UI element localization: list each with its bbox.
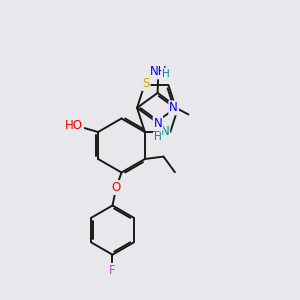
- Text: H: H: [162, 69, 170, 79]
- Text: NH: NH: [149, 65, 167, 78]
- Text: HO: HO: [65, 119, 83, 132]
- Text: O: O: [112, 181, 121, 194]
- Text: H: H: [154, 132, 162, 142]
- Text: N: N: [154, 117, 162, 130]
- Text: N: N: [169, 101, 178, 114]
- Text: N: N: [160, 125, 169, 139]
- Text: F: F: [109, 264, 116, 277]
- Text: S: S: [142, 77, 150, 90]
